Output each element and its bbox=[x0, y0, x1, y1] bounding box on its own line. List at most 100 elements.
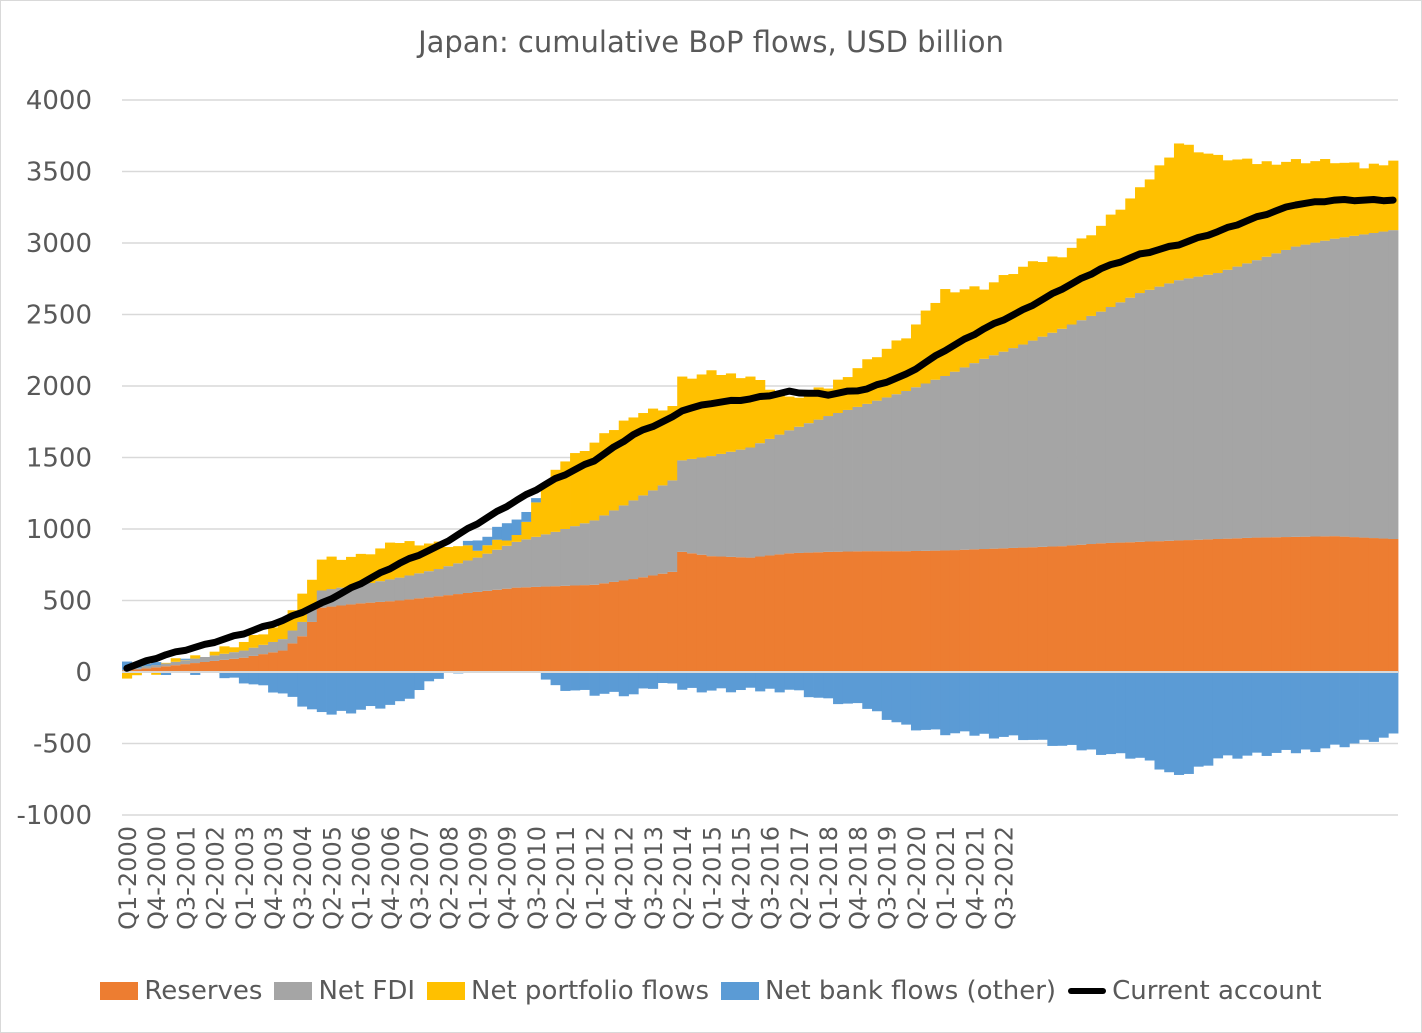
legend-line-current-account bbox=[1068, 988, 1107, 994]
bar-segment-net-fdi bbox=[492, 549, 503, 590]
bar-segment-net-fdi bbox=[1027, 340, 1039, 548]
bar-segment-net-portfolio-flows bbox=[307, 579, 318, 607]
legend-item-net-portfolio-flows: Net portfolio flows bbox=[427, 976, 709, 1006]
bar-segment-net-bank-flows-other- bbox=[988, 672, 1000, 739]
x-tick-label: Q3-2001 bbox=[172, 826, 200, 930]
bar-segment-net-bank-flows-other- bbox=[1154, 672, 1165, 770]
bar-segment-reserves bbox=[1212, 539, 1224, 672]
bar-segment-reserves bbox=[1251, 537, 1263, 672]
bar-segment-net-portfolio-flows bbox=[901, 338, 912, 392]
bar-segment-net-fdi bbox=[453, 563, 464, 595]
bar-segment-net-fdi bbox=[238, 650, 250, 658]
bar-segment-reserves bbox=[1027, 547, 1039, 672]
bar-segment-net-portfolio-flows bbox=[1027, 261, 1039, 341]
bar-segment-reserves bbox=[949, 550, 961, 672]
bar-segment-net-bank-flows-other- bbox=[1115, 672, 1126, 754]
bar-segment-net-fdi bbox=[1281, 249, 1292, 538]
x-tick-label: Q3-2007 bbox=[406, 826, 434, 930]
bar-segment-net-portfolio-flows bbox=[414, 545, 425, 574]
bar-segment-net-fdi bbox=[501, 545, 513, 589]
bar-segment-reserves bbox=[618, 580, 629, 672]
bar-segment-reserves bbox=[492, 589, 503, 672]
bar-segment-net-portfolio-flows bbox=[638, 413, 649, 496]
bar-segment-net-bank-flows-other- bbox=[1261, 672, 1272, 756]
bar-segment-net-fdi bbox=[686, 458, 698, 554]
bar-segment-reserves bbox=[794, 552, 805, 672]
bar-segment-net-portfolio-flows bbox=[462, 545, 474, 561]
x-tick-label: Q2-2011 bbox=[552, 826, 580, 930]
bar-segment-reserves bbox=[151, 667, 162, 672]
bar-segment-reserves bbox=[277, 650, 288, 672]
bar-segment-net-portfolio-flows bbox=[716, 374, 727, 454]
bar-segment-reserves bbox=[1232, 538, 1243, 672]
x-tick-label: Q4-2006 bbox=[377, 826, 405, 930]
bar-segment-net-bank-flows-other- bbox=[287, 672, 298, 697]
bar-segment-reserves bbox=[803, 552, 814, 672]
bar-segment-reserves bbox=[1018, 547, 1029, 672]
bar-segment-net-portfolio-flows bbox=[872, 357, 883, 401]
bar-segment-net-portfolio-flows bbox=[423, 543, 435, 572]
legend-label-net-portfolio-flows: Net portfolio flows bbox=[471, 976, 710, 1006]
bar-segment-net-bank-flows-other- bbox=[531, 498, 542, 503]
bar-segment-net-portfolio-flows bbox=[881, 348, 892, 398]
bar-segment-net-fdi bbox=[969, 363, 980, 550]
bar-segment-net-bank-flows-other- bbox=[901, 672, 912, 725]
bar-segment-net-portfolio-flows bbox=[258, 634, 269, 645]
bar-segment-reserves bbox=[589, 584, 600, 672]
bar-segment-net-portfolio-flows bbox=[774, 393, 785, 435]
bar-segment-net-portfolio-flows bbox=[667, 406, 678, 481]
bar-segment-net-fdi bbox=[560, 529, 571, 586]
bar-segment-net-portfolio-flows bbox=[209, 651, 220, 656]
bar-segment-net-bank-flows-other- bbox=[833, 672, 844, 705]
bar-segment-net-bank-flows-other- bbox=[355, 672, 366, 710]
x-tick-label: Q1-2015 bbox=[698, 826, 726, 930]
bar-segment-net-portfolio-flows bbox=[579, 450, 590, 524]
x-tick-label: Q4-2003 bbox=[260, 826, 288, 930]
bar-segment-net-portfolio-flows bbox=[745, 376, 756, 448]
bar-segment-net-bank-flows-other- bbox=[852, 672, 863, 704]
bar-segment-reserves bbox=[219, 659, 230, 672]
bar-segment-net-fdi bbox=[346, 586, 357, 605]
bar-segment-net-fdi bbox=[160, 663, 172, 667]
bar-segment-reserves bbox=[472, 591, 483, 672]
bar-segment-net-portfolio-flows bbox=[384, 542, 396, 580]
bar-segment-net-portfolio-flows bbox=[229, 647, 240, 653]
x-tick-label: Q2-2002 bbox=[202, 826, 230, 930]
bar-segment-net-portfolio-flows bbox=[482, 545, 493, 554]
bar-segment-net-portfolio-flows bbox=[326, 556, 337, 590]
bar-segment-net-portfolio-flows bbox=[375, 548, 386, 582]
bar-segment-net-portfolio-flows bbox=[355, 553, 366, 585]
bar-segment-reserves bbox=[540, 586, 551, 672]
bar-segment-net-bank-flows-other- bbox=[414, 672, 425, 691]
bar-segment-net-bank-flows-other- bbox=[316, 672, 327, 713]
bar-segment-net-bank-flows-other- bbox=[1222, 672, 1233, 756]
y-tick-label: 500 bbox=[42, 587, 92, 617]
bar-segment-net-portfolio-flows bbox=[1251, 164, 1263, 261]
bar-segment-net-bank-flows-other- bbox=[949, 672, 961, 734]
bar-segment-reserves bbox=[1378, 538, 1389, 672]
bar-segment-net-portfolio-flows bbox=[1242, 158, 1253, 264]
legend-label-reserves: Reserves bbox=[144, 976, 263, 1006]
x-tick-label: Q1-2021 bbox=[932, 826, 960, 930]
bar-segment-net-fdi bbox=[1349, 235, 1360, 538]
bar-segment-net-bank-flows-other- bbox=[677, 672, 688, 690]
bar-segment-net-bank-flows-other- bbox=[1096, 672, 1107, 755]
bar-segment-net-portfolio-flows bbox=[910, 324, 922, 388]
bar-segment-net-portfolio-flows bbox=[1164, 157, 1175, 284]
bar-segment-net-fdi bbox=[1135, 293, 1146, 542]
bar-segment-reserves bbox=[248, 655, 259, 672]
bar-segment-net-bank-flows-other- bbox=[1349, 672, 1360, 744]
bar-segment-net-bank-flows-other- bbox=[872, 672, 883, 712]
bar-segment-reserves bbox=[423, 597, 435, 672]
bar-segment-reserves bbox=[609, 581, 620, 672]
bar-segment-net-bank-flows-other- bbox=[618, 672, 629, 697]
bar-segment-net-fdi bbox=[521, 539, 532, 588]
bar-segment-net-bank-flows-other- bbox=[141, 663, 152, 667]
bar-segment-reserves bbox=[881, 551, 892, 672]
bar-segment-net-fdi bbox=[1144, 289, 1155, 542]
bar-segment-net-fdi bbox=[881, 397, 892, 552]
bar-segment-net-portfolio-flows bbox=[170, 658, 181, 662]
bar-segment-net-fdi bbox=[258, 644, 269, 655]
bar-segment-net-portfolio-flows bbox=[657, 410, 668, 486]
bar-segment-net-fdi bbox=[1193, 276, 1204, 540]
